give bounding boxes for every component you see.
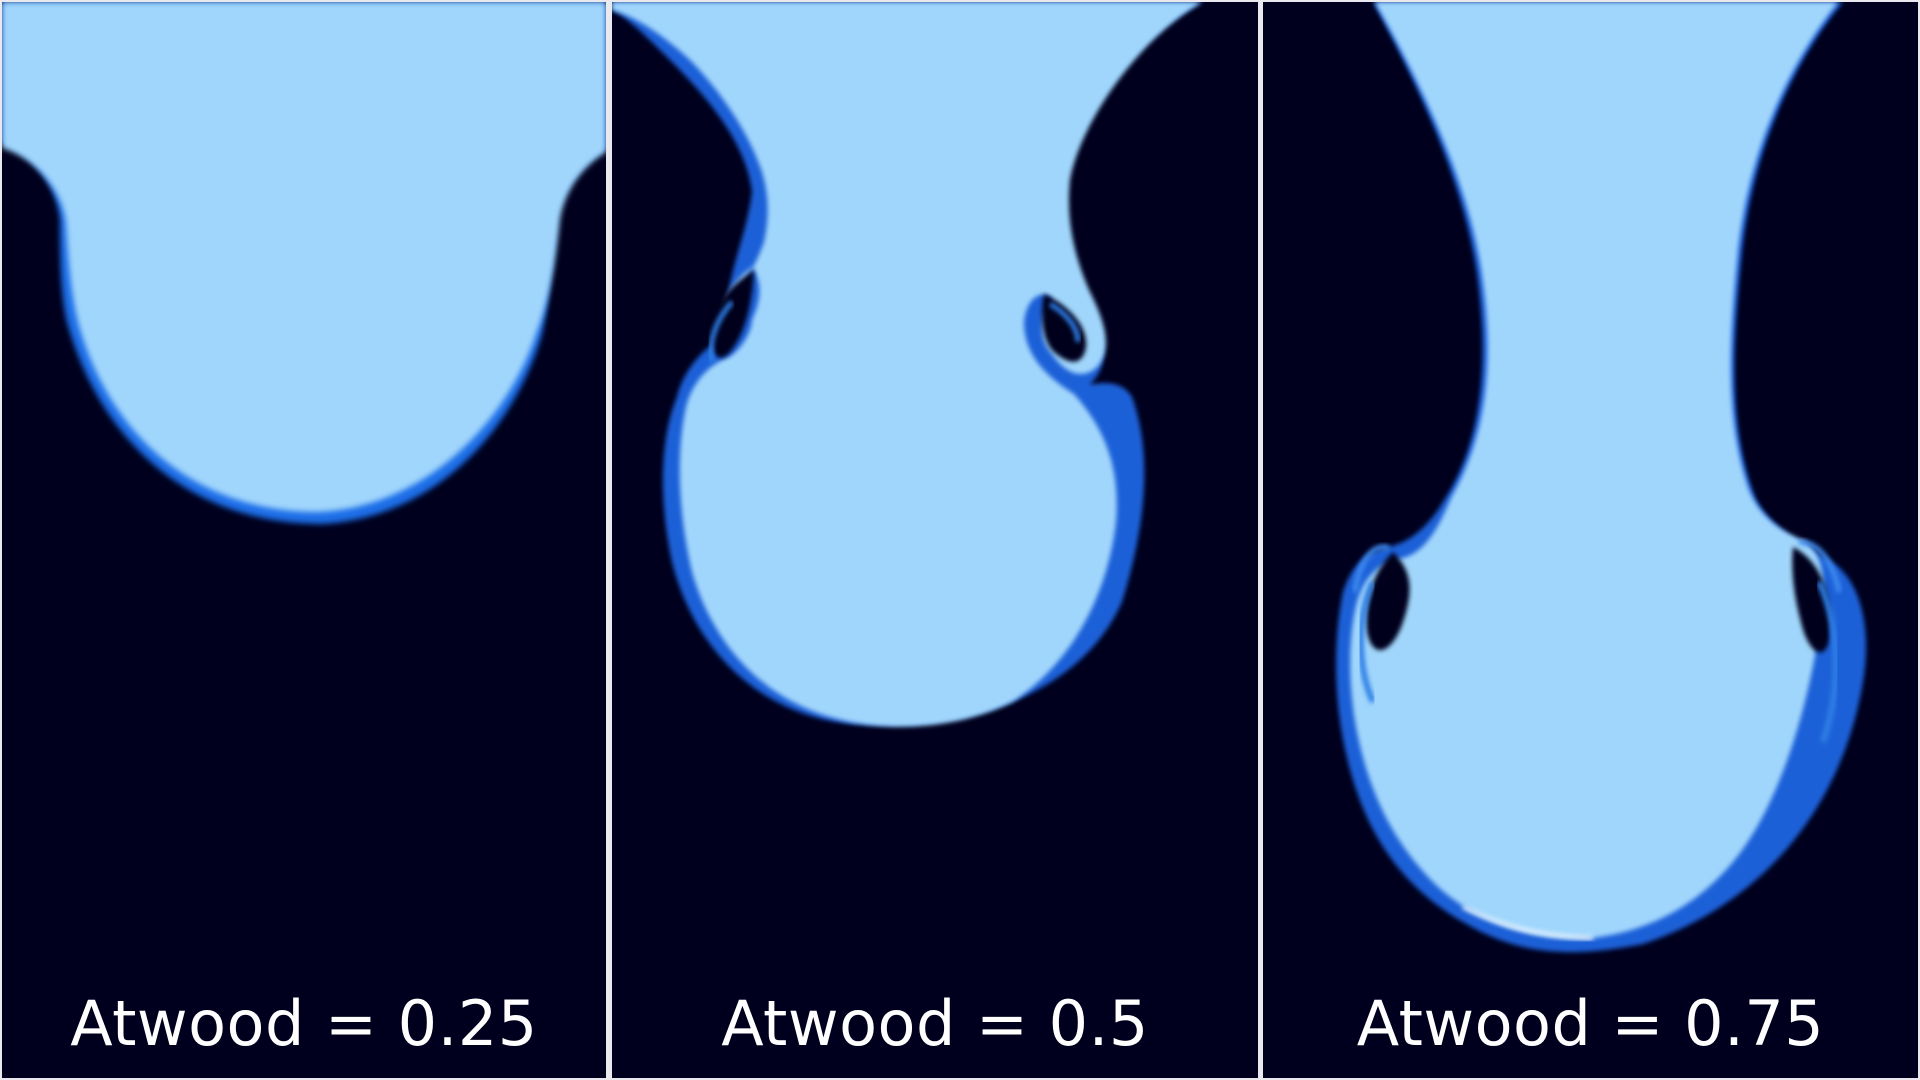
panel-atwood-0-75: Atwood = 0.75	[1263, 2, 1918, 1078]
atwood-label: Atwood = 0.75	[1356, 987, 1825, 1060]
panel-atwood-0-5: Atwood = 0.5	[612, 2, 1258, 1078]
rayleigh-taylor-mushroom-image	[612, 2, 1258, 1078]
atwood-label: Atwood = 0.25	[70, 987, 538, 1060]
rayleigh-taylor-bubble-image	[2, 2, 606, 1078]
atwood-label: Atwood = 0.5	[721, 987, 1149, 1060]
rayleigh-taylor-spike-image	[1263, 2, 1918, 1078]
panel-atwood-0-25: Atwood = 0.25	[2, 2, 606, 1078]
